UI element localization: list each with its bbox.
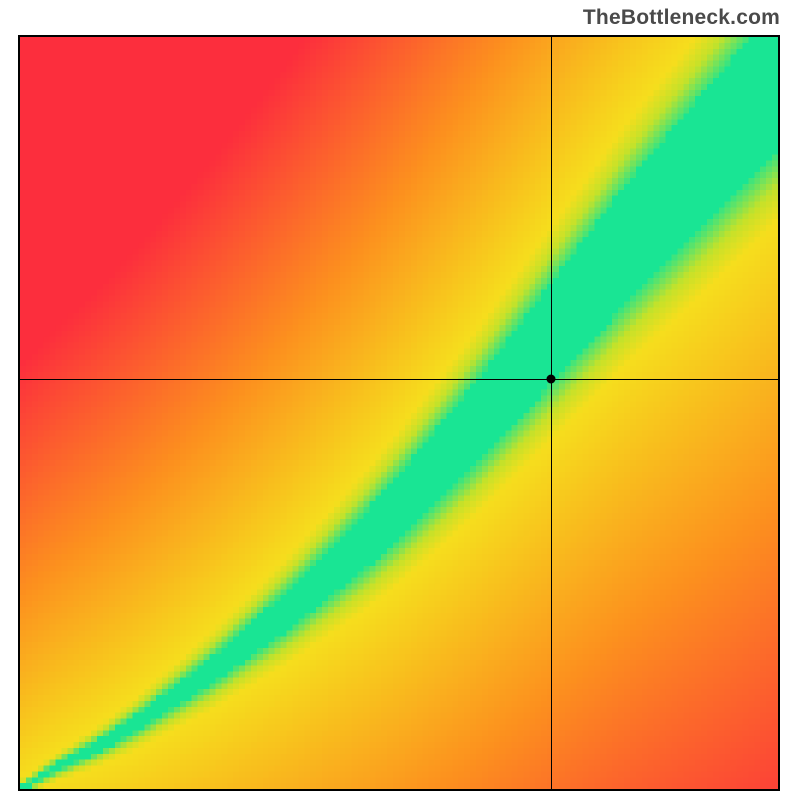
watermark-text: TheBottleneck.com	[583, 6, 780, 30]
crosshair-horizontal	[20, 379, 778, 380]
plot-frame	[18, 35, 780, 791]
heatmap-canvas-wrap	[20, 37, 778, 789]
marker-point	[547, 375, 556, 384]
crosshair-vertical	[551, 37, 552, 789]
heatmap-canvas	[20, 37, 778, 789]
